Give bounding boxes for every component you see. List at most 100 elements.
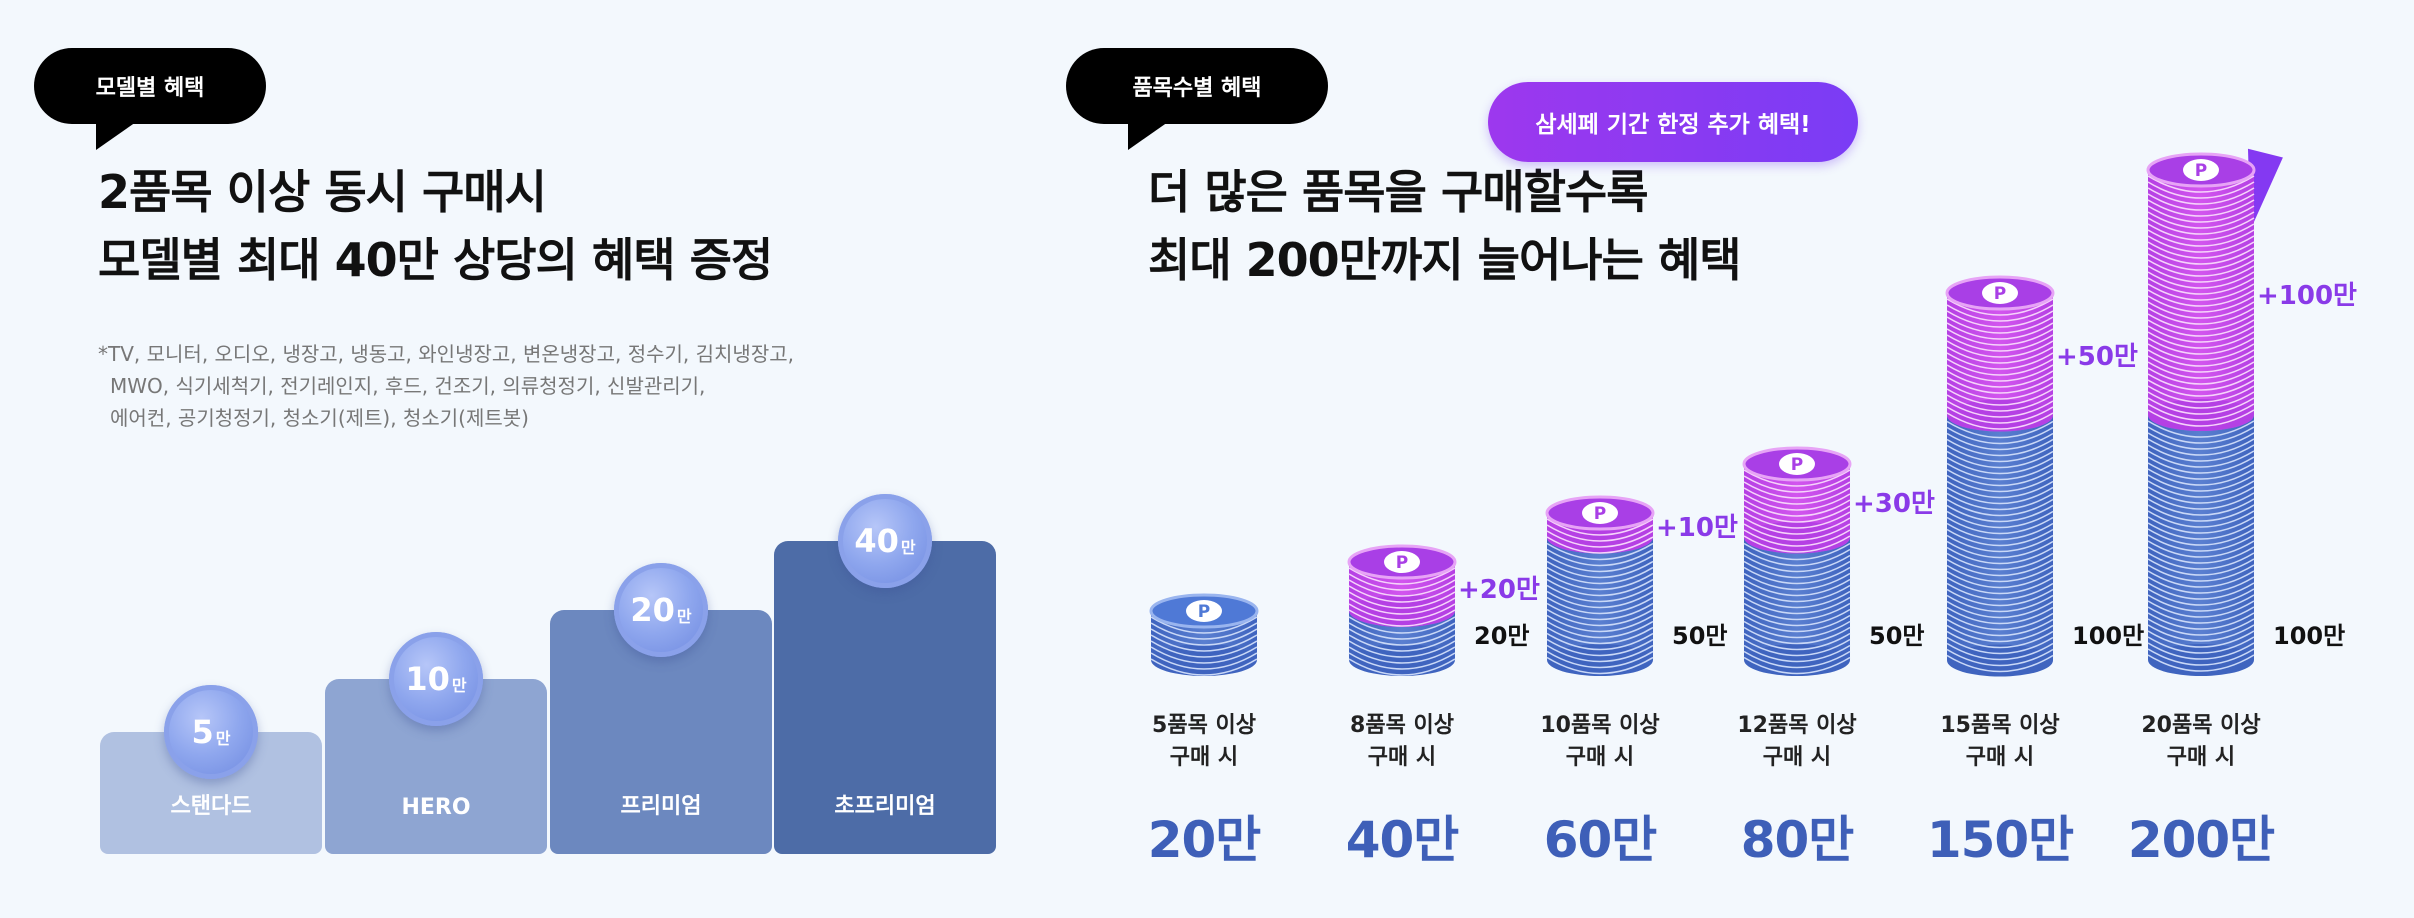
purchase-condition-line: 10품목 이상	[1540, 713, 1660, 738]
coin-edge-line	[1743, 469, 1851, 487]
coin-edge-line	[1946, 297, 2054, 316]
coin-edge-line	[1743, 572, 1851, 591]
coin-symbol-badge	[1186, 600, 1222, 622]
coin-edge-line	[1946, 630, 2054, 648]
coin-edge-line	[2147, 307, 2255, 325]
coin-edge-line	[2147, 211, 2255, 229]
coin-edge-line	[1546, 632, 1654, 651]
coin-edge-line	[1946, 345, 2054, 364]
coin-edge-line	[2147, 295, 2255, 313]
coin-edge-line	[1946, 315, 2054, 334]
coin-edge-line	[1946, 351, 2054, 370]
purchase-condition-line: 20품목 이상	[2141, 713, 2261, 738]
coin-edge-line	[1743, 632, 1851, 651]
coin-edge-line	[1743, 511, 1851, 529]
tier-amount: 20	[630, 591, 675, 629]
coin-stack: P	[1742, 446, 1852, 676]
coin-edge-line	[1946, 504, 2054, 522]
coin-edge-line	[1946, 393, 2054, 412]
coin-edge-line	[2147, 403, 2255, 421]
coin-symbol-badge	[1582, 502, 1618, 524]
coin-edge-line	[1546, 620, 1654, 639]
coin-edge-line	[1546, 548, 1654, 567]
coin-edge-line	[2147, 504, 2255, 522]
headline-line-1: 2품목 이상 동시 구매시	[98, 165, 547, 219]
coin-edge-line	[2147, 271, 2255, 289]
coin-edge-line	[1946, 654, 2054, 672]
coin-edge-line	[1743, 487, 1851, 505]
coin-edge-line	[1743, 499, 1851, 517]
coin-symbol-badge	[1779, 453, 1815, 475]
coin-edge-line	[1946, 405, 2054, 424]
coin-edge-line	[2147, 588, 2255, 606]
note-line-3: 에어컨, 공기청정기, 청소기(제트), 청소기(제트봇)	[110, 406, 529, 430]
bonus-amount-label: +100만	[2257, 280, 2357, 311]
coin-edge-line	[2147, 426, 2255, 444]
coin-edge-line	[1743, 620, 1851, 639]
coin-edge-line	[1946, 612, 2054, 630]
coin-edge-line	[1946, 564, 2054, 582]
coin-edge-line	[1743, 475, 1851, 493]
coin-edge-line	[2147, 552, 2255, 570]
tier-label: 스탠다드	[170, 794, 252, 819]
purchase-condition-line: 12품목 이상	[1737, 713, 1857, 738]
coin-edge-line	[2147, 498, 2255, 516]
coin-edge-line	[2147, 325, 2255, 343]
coin-edge-line	[2147, 253, 2255, 271]
coin-edge-line	[2147, 343, 2255, 361]
coin-edge-line	[1743, 590, 1851, 609]
coin-edge-line	[2147, 397, 2255, 415]
coin-symbol: P	[2195, 161, 2207, 181]
coin-edge-line	[1946, 462, 2054, 480]
tier-amount: 10	[405, 660, 450, 698]
coin-edge-line	[1150, 628, 1258, 646]
coin-symbol: P	[1791, 455, 1803, 475]
coin-stack: P	[1945, 275, 2055, 676]
coin-edge-line	[1743, 560, 1851, 579]
coin-edge-line	[1743, 602, 1851, 621]
coin-edge-line	[1348, 646, 1456, 664]
coin-edge-line	[2147, 630, 2255, 648]
purchase-condition-line: 5품목 이상	[1152, 713, 1256, 738]
coin-edge-line	[1946, 399, 2054, 418]
coin-stack: P	[2146, 152, 2256, 676]
coin-edge-line	[1743, 578, 1851, 597]
coin-edge-line	[1946, 570, 2054, 588]
coin-edge-line	[1946, 582, 2054, 600]
coin-edge-line	[2147, 456, 2255, 474]
coin-edge-line	[2147, 205, 2255, 223]
coin-edge-line	[1348, 597, 1456, 615]
coin-edge-line	[2147, 492, 2255, 510]
coin-edge-line	[1946, 534, 2054, 552]
tier-amount-unit: 만	[676, 607, 692, 626]
base-amount-label: 20만	[1474, 622, 1530, 650]
coin-edge-line	[2147, 432, 2255, 450]
coin-edge-line	[1348, 609, 1456, 627]
coin-edge-line	[1150, 622, 1258, 640]
coin-edge-line	[1546, 518, 1654, 536]
coin-edge-line	[1546, 614, 1654, 633]
coin-edge-line	[1946, 480, 2054, 498]
purchase-condition-line: 구매 시	[1169, 745, 1239, 770]
bonus-amount-label: +30만	[1853, 488, 1935, 519]
purple-coin-bottom	[2148, 399, 2254, 431]
coin-edge-line	[1546, 536, 1654, 554]
coin-edge-line	[1546, 524, 1654, 542]
item-count-benefit-badge: 품목수별 혜택	[1066, 48, 1328, 150]
eligible-products-note: *TV, 모니터, 오디오, 냉장고, 냉동고, 와인냉장고, 변온냉장고, 정…	[98, 338, 794, 434]
coin-edge-line	[1743, 566, 1851, 585]
coin-symbol: P	[1396, 553, 1408, 573]
coin-edge-line	[1348, 603, 1456, 621]
coin-symbol-badge	[1384, 551, 1420, 573]
coin-symbol: P	[1994, 284, 2006, 304]
base-amount-label: 50만	[1672, 622, 1728, 650]
coin-edge-line	[2147, 247, 2255, 265]
tier-amount: 40	[854, 522, 899, 560]
coin-edge-line	[2147, 636, 2255, 654]
coin-edge-line	[2147, 331, 2255, 349]
coin-edge-line	[1946, 309, 2054, 328]
coin-edge-line	[1743, 626, 1851, 645]
coin-edge-line	[1743, 596, 1851, 615]
coin-edge-line	[2147, 391, 2255, 409]
coin-edge-line	[1946, 606, 2054, 624]
